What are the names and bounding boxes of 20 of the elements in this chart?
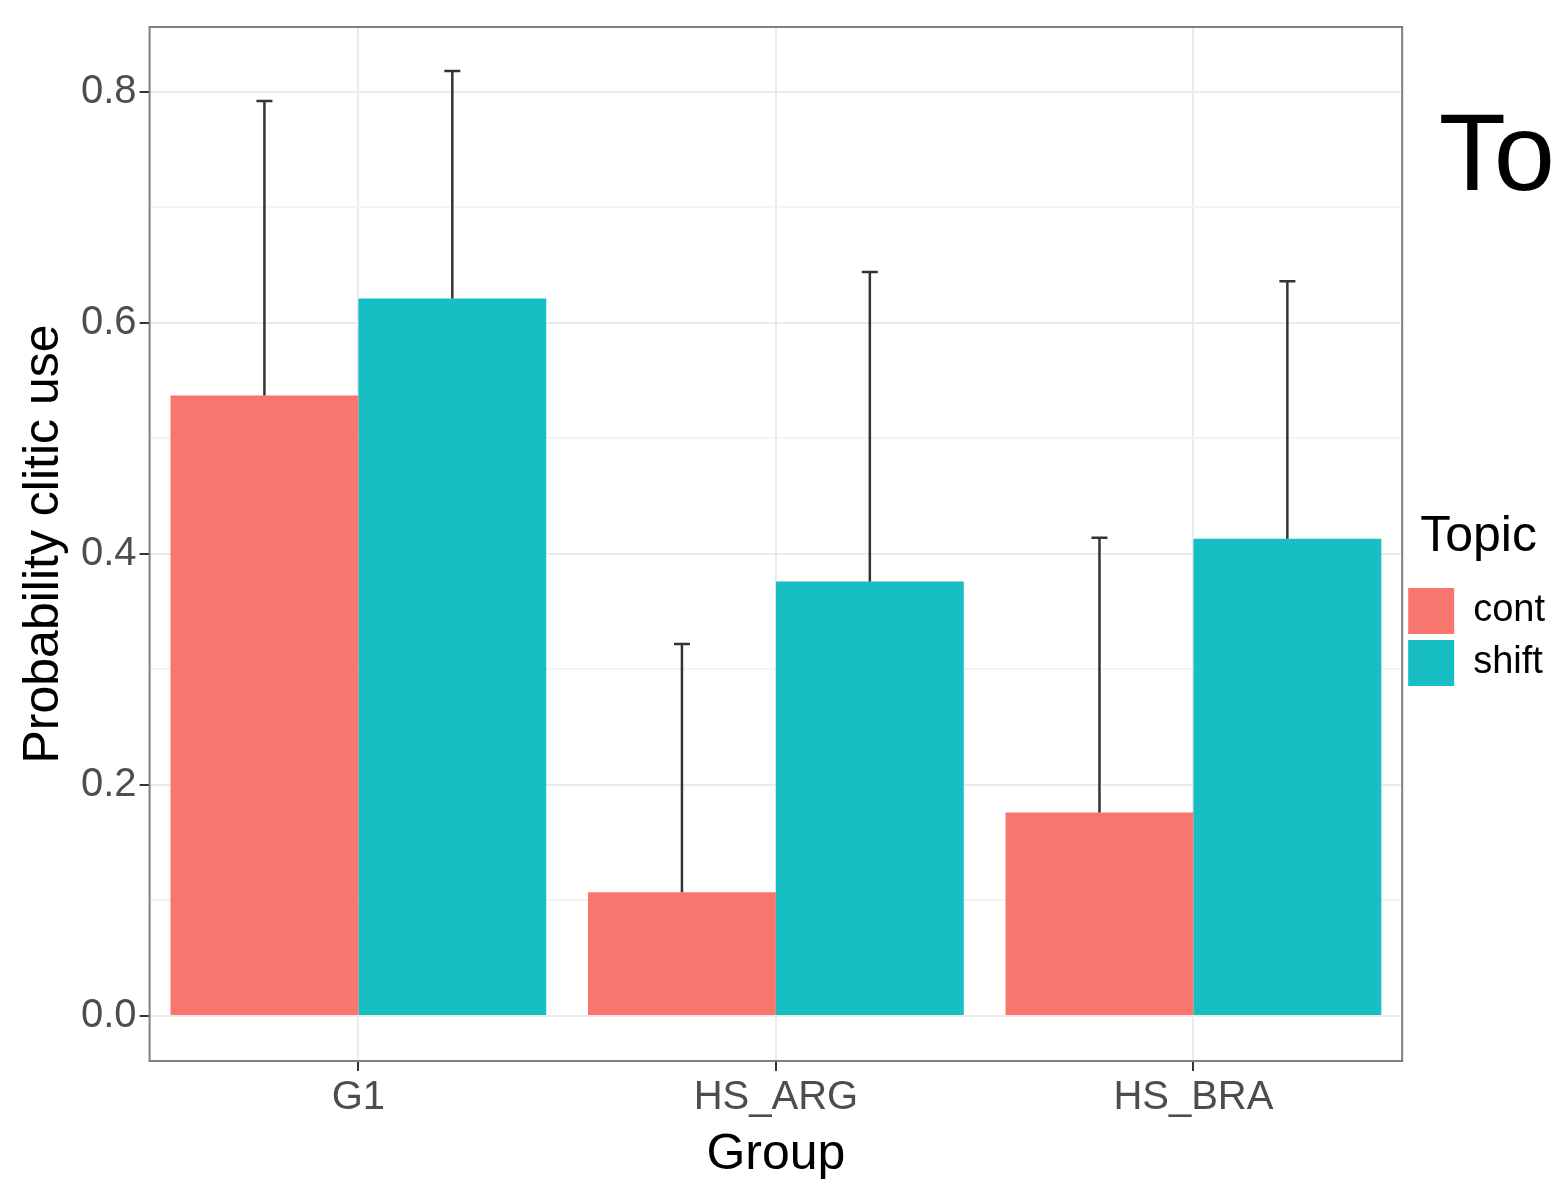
y-tick-label: 0.2 bbox=[81, 759, 137, 804]
y-tick-label: 0.6 bbox=[81, 297, 137, 342]
y-axis-title: Probability clitic use bbox=[12, 324, 69, 764]
x-tick-label: HS_BRA bbox=[1113, 1073, 1274, 1118]
bar bbox=[775, 581, 964, 1015]
bar bbox=[1005, 812, 1194, 1015]
bar bbox=[1193, 538, 1382, 1015]
bar bbox=[170, 395, 359, 1015]
bar bbox=[358, 298, 547, 1015]
y-tick-label: 0.0 bbox=[81, 990, 137, 1035]
y-tick-label: 0.8 bbox=[81, 66, 137, 111]
x-tick-label: G1 bbox=[331, 1073, 386, 1118]
legend-label: cont bbox=[1473, 587, 1546, 630]
legend-label: shift bbox=[1473, 639, 1544, 682]
text: To bbox=[1438, 90, 1555, 213]
legend-title: Topic bbox=[1420, 505, 1537, 562]
x-tick-label: HS_ARG bbox=[693, 1073, 859, 1118]
x-axis-title: Group bbox=[706, 1123, 846, 1180]
y-tick-label: 0.4 bbox=[81, 528, 137, 573]
bar bbox=[588, 892, 776, 1015]
